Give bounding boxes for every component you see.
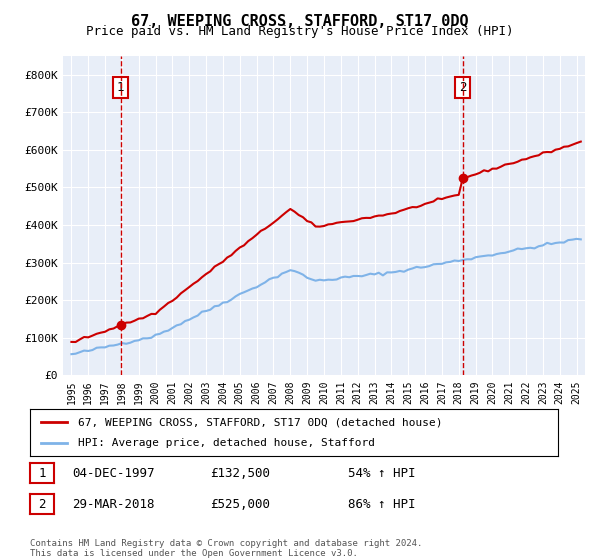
Text: 2: 2 — [38, 497, 46, 511]
Text: £525,000: £525,000 — [210, 497, 270, 511]
Text: 86% ↑ HPI: 86% ↑ HPI — [348, 497, 415, 511]
Text: HPI: Average price, detached house, Stafford: HPI: Average price, detached house, Staf… — [77, 438, 374, 448]
Text: 67, WEEPING CROSS, STAFFORD, ST17 0DQ (detached house): 67, WEEPING CROSS, STAFFORD, ST17 0DQ (d… — [77, 417, 442, 427]
Text: 04-DEC-1997: 04-DEC-1997 — [72, 466, 155, 480]
Text: 2: 2 — [459, 81, 467, 94]
Text: 1: 1 — [38, 466, 46, 480]
Text: Price paid vs. HM Land Registry's House Price Index (HPI): Price paid vs. HM Land Registry's House … — [86, 25, 514, 38]
Text: 29-MAR-2018: 29-MAR-2018 — [72, 497, 155, 511]
Text: 67, WEEPING CROSS, STAFFORD, ST17 0DQ: 67, WEEPING CROSS, STAFFORD, ST17 0DQ — [131, 14, 469, 29]
Text: 54% ↑ HPI: 54% ↑ HPI — [348, 466, 415, 480]
Text: 1: 1 — [117, 81, 124, 94]
Text: £132,500: £132,500 — [210, 466, 270, 480]
Text: Contains HM Land Registry data © Crown copyright and database right 2024.
This d: Contains HM Land Registry data © Crown c… — [30, 539, 422, 558]
